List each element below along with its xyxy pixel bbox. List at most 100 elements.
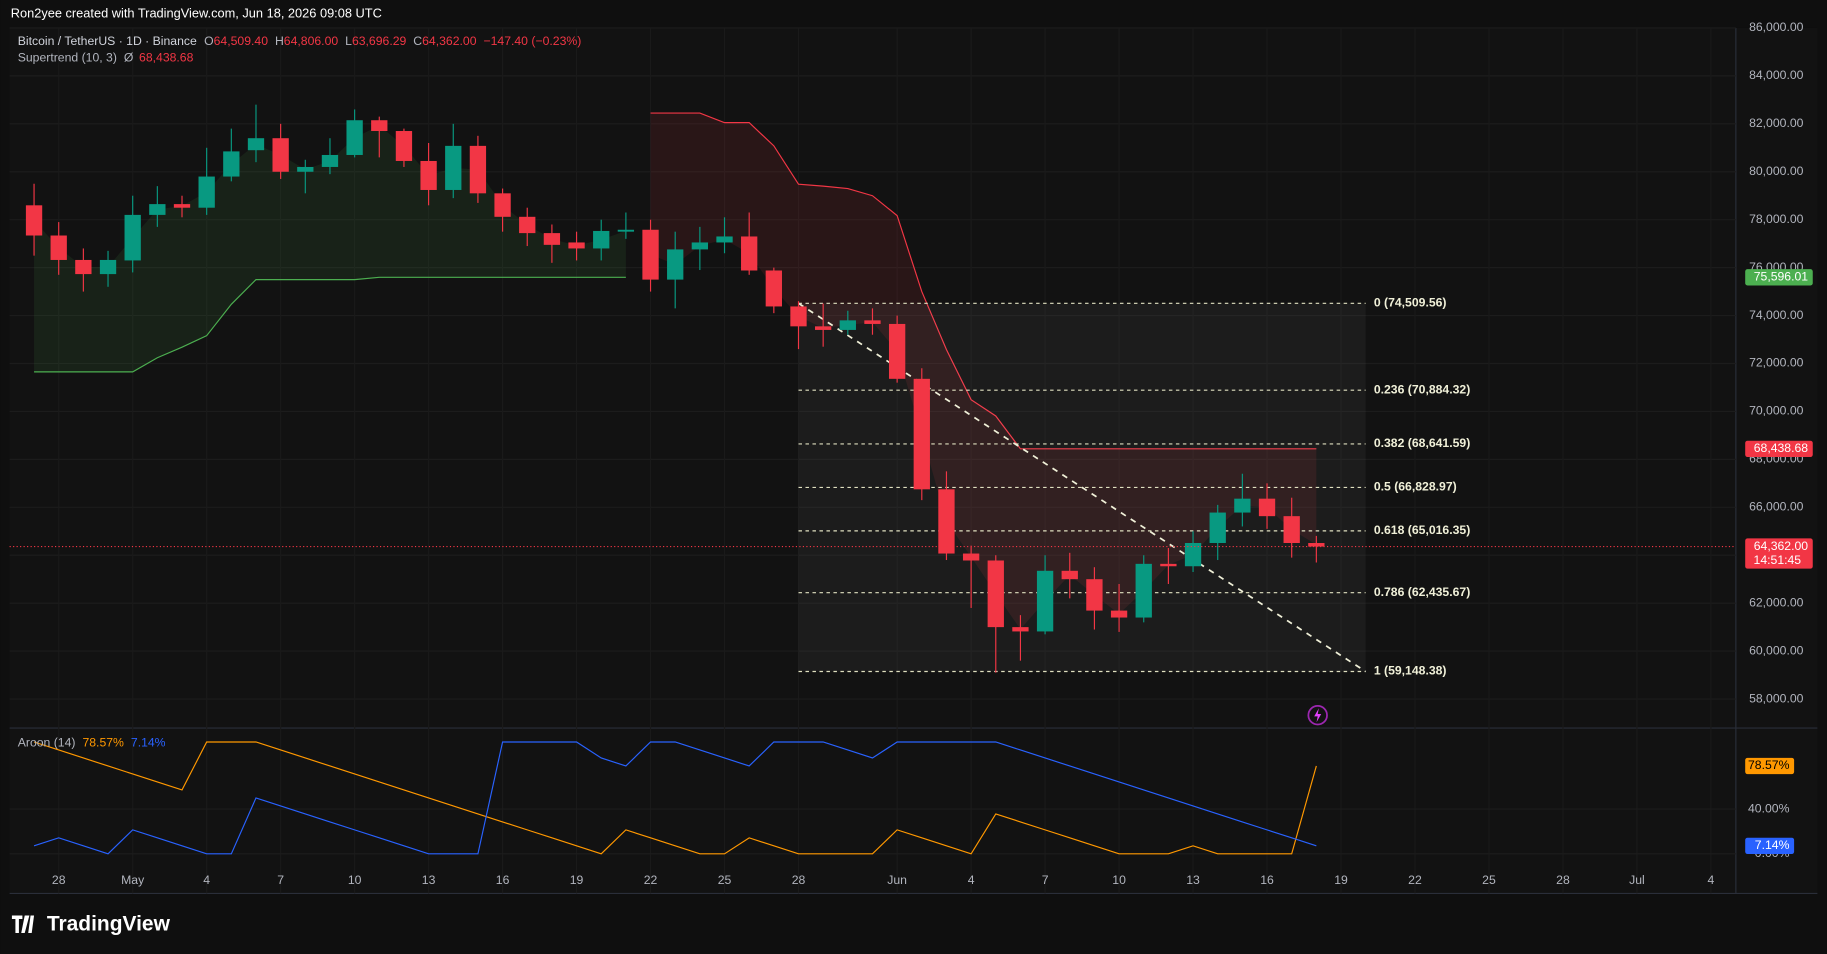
y-tick-label: 78,000.00	[1749, 212, 1804, 226]
supertrend-line	[650, 112, 1317, 450]
candle-body	[445, 145, 462, 190]
ohlc-key: C	[413, 34, 422, 48]
candle-body	[987, 560, 1004, 628]
candle-body	[1209, 512, 1226, 543]
candle-body	[50, 235, 67, 260]
candle-body	[149, 204, 166, 215]
candle-body	[420, 160, 437, 190]
fib-label: 0.382 (68,641.59)	[1374, 436, 1470, 450]
candle-body	[1086, 579, 1103, 611]
y-tick-label: 62,000.00	[1749, 595, 1804, 609]
alert-bolt	[1314, 708, 1322, 723]
candle-body	[667, 249, 684, 280]
supertrend-value: 68,438.68	[139, 50, 194, 64]
aroon-line	[33, 741, 1317, 855]
y-tick-label: 84,000.00	[1749, 68, 1804, 82]
candle-body	[888, 323, 906, 379]
candle-body	[617, 229, 635, 232]
candle-body	[839, 320, 856, 330]
x-tick-label: 19	[1334, 873, 1348, 887]
ohlc-key: L	[345, 34, 352, 48]
price-label-box	[1745, 440, 1813, 457]
candle-body	[1036, 570, 1054, 632]
supertrend-name: Supertrend (10, 3)	[18, 50, 117, 64]
candle-body	[1110, 610, 1128, 618]
credit: Ron2yee created with TradingView.com, Ju…	[11, 5, 382, 20]
value-label-box	[1745, 757, 1795, 775]
candle-body	[568, 242, 585, 249]
candle-body	[395, 131, 413, 161]
candle-body	[741, 236, 758, 271]
price-label: 64,362.00	[1754, 539, 1809, 553]
logo: TradingView	[11, 912, 171, 935]
fib-label: 0.618 (65,016.35)	[1374, 523, 1470, 537]
ohlc-value: 64,362.00	[422, 34, 477, 48]
x-tick-label: 22	[1408, 873, 1422, 887]
candle-body	[198, 176, 215, 208]
candle-body	[938, 489, 955, 554]
candle-body	[1160, 563, 1177, 567]
fib-label: 0.236 (70,884.32)	[1374, 382, 1470, 396]
candle-body	[913, 378, 930, 490]
x-tick-label: 28	[792, 873, 806, 887]
x-tick-label: 16	[496, 873, 510, 887]
alert-icon	[1307, 705, 1328, 726]
candle-body	[815, 326, 832, 330]
x-tick-label: 7	[1042, 873, 1049, 887]
y-tick-label: 66,000.00	[1749, 500, 1804, 514]
candle-body	[1308, 543, 1325, 547]
fib-trend-line	[798, 302, 1367, 673]
candle-body	[691, 242, 709, 250]
supertrend-symbol: Ø	[124, 50, 134, 64]
ohlc-key: O	[204, 34, 214, 48]
candle-body	[223, 151, 240, 177]
change-value: −147.40 (−0.23%)	[483, 34, 581, 48]
candle-body	[173, 204, 191, 208]
candle-body	[371, 120, 388, 132]
x-tick-label: 28	[1556, 873, 1570, 887]
value-label: 78.57%	[1748, 758, 1790, 772]
ohlc-value: 64,509.40	[214, 34, 269, 48]
aroon-line	[33, 741, 1317, 855]
x-tick-label: Jul	[1629, 873, 1645, 887]
candle-body	[864, 320, 881, 324]
y-tick-label: 80,000.00	[1749, 164, 1804, 178]
candle-body	[494, 193, 511, 217]
fib-label: 0.786 (62,435.67)	[1374, 585, 1470, 599]
fib-label: 0.5 (66,828.97)	[1374, 480, 1457, 494]
ohlc-value: 63,696.29	[352, 34, 407, 48]
indicator-title: Aroon (14)	[18, 735, 76, 749]
candle-body	[790, 306, 807, 327]
x-tick-label: 4	[203, 873, 210, 887]
marks: 86,000.00 84,000.00 82,000.00 80,000.00 78,0…	[9, 20, 1813, 894]
candle-body	[75, 259, 92, 275]
candle-body	[469, 145, 487, 194]
candle-body	[1135, 563, 1152, 618]
candle-body	[124, 214, 141, 261]
x-tick-label: Jun	[887, 873, 907, 887]
candle-body	[25, 205, 43, 236]
candle-body	[1012, 627, 1029, 632]
x-tick-label: 13	[422, 873, 436, 887]
ohlc-value: 64,806.00	[284, 34, 339, 48]
x-tick-label: 28	[52, 873, 66, 887]
y-tick-label: 74,000.00	[1749, 308, 1804, 322]
y-tick-label: 70,000.00	[1749, 404, 1804, 418]
x-tick-label: 10	[1112, 873, 1126, 887]
candle-body	[297, 166, 314, 172]
x-tick-label: 25	[718, 873, 732, 887]
price-label-box	[1745, 538, 1813, 569]
x-tick-label: 13	[1186, 873, 1200, 887]
brand: TradingView	[47, 912, 171, 935]
x-tick-label: 22	[644, 873, 658, 887]
price-label-box	[1745, 269, 1813, 286]
candle-body	[543, 233, 561, 245]
x-tick-label: 7	[277, 873, 284, 887]
alert-circle	[1307, 705, 1328, 726]
candle-body	[321, 154, 339, 167]
y-tick-label: 82,000.00	[1749, 116, 1804, 130]
y-tick-label: 58,000.00	[1749, 691, 1804, 705]
candle-body	[247, 138, 265, 151]
candle-body	[519, 216, 536, 234]
